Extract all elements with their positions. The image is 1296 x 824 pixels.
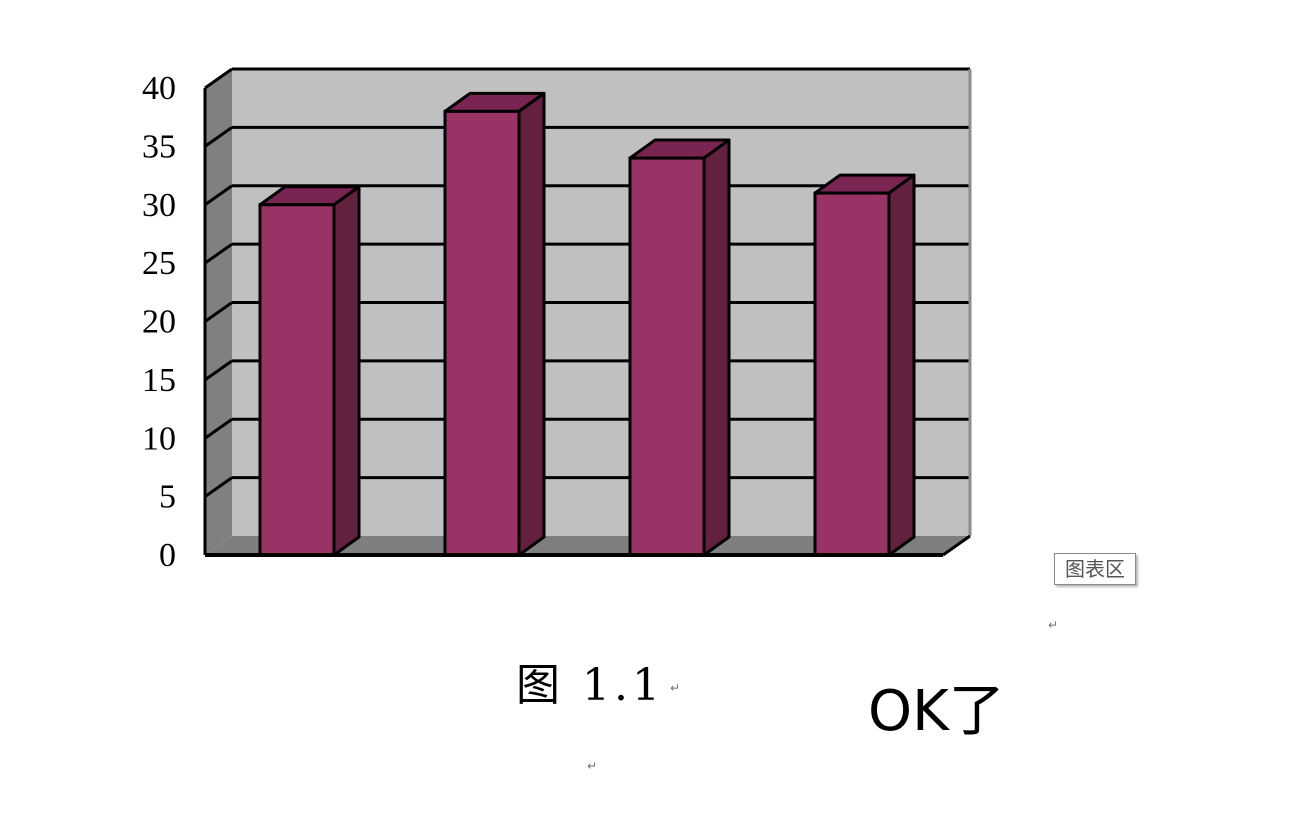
paragraph-mark: ↵	[669, 681, 685, 695]
y-tick-label: 40	[142, 70, 176, 107]
y-tick-label: 5	[159, 479, 176, 516]
bar	[813, 191, 891, 557]
paragraph-mark: ↵	[1048, 618, 1059, 632]
floor	[205, 536, 970, 555]
gridline-depth	[204, 67, 233, 90]
gridline-depth	[204, 476, 233, 498]
y-tick-label: 15	[142, 362, 176, 399]
bar	[258, 203, 336, 557]
figure-caption: 图 1.1 ↵	[516, 660, 680, 712]
bar	[628, 156, 706, 557]
gridline-depth	[204, 418, 233, 440]
y-tick-label: 10	[142, 420, 176, 457]
bar	[443, 109, 521, 557]
y-tick-label: 25	[142, 245, 176, 282]
ok-annotation: OK了	[868, 679, 1005, 744]
gridline-depth	[204, 242, 233, 265]
y-tick-label: 30	[142, 187, 176, 224]
bar-side	[887, 173, 916, 557]
bar-side	[332, 185, 361, 557]
floor-edge	[942, 534, 971, 557]
y-tick-label: 0	[159, 537, 176, 574]
y-tick-label: 20	[142, 304, 176, 341]
gridline-depth	[204, 126, 233, 148]
y-tick-label: 35	[142, 128, 176, 165]
gridline-depth	[204, 301, 233, 323]
gridline-depth	[204, 359, 233, 382]
bar-side	[517, 91, 546, 557]
gridline-depth	[204, 184, 233, 206]
bar-side	[702, 138, 731, 557]
chart-area-tag[interactable]: 图表区	[1054, 553, 1136, 585]
paragraph-mark: ↵	[587, 759, 598, 773]
figure-caption-text: 图 1.1	[516, 660, 664, 711]
